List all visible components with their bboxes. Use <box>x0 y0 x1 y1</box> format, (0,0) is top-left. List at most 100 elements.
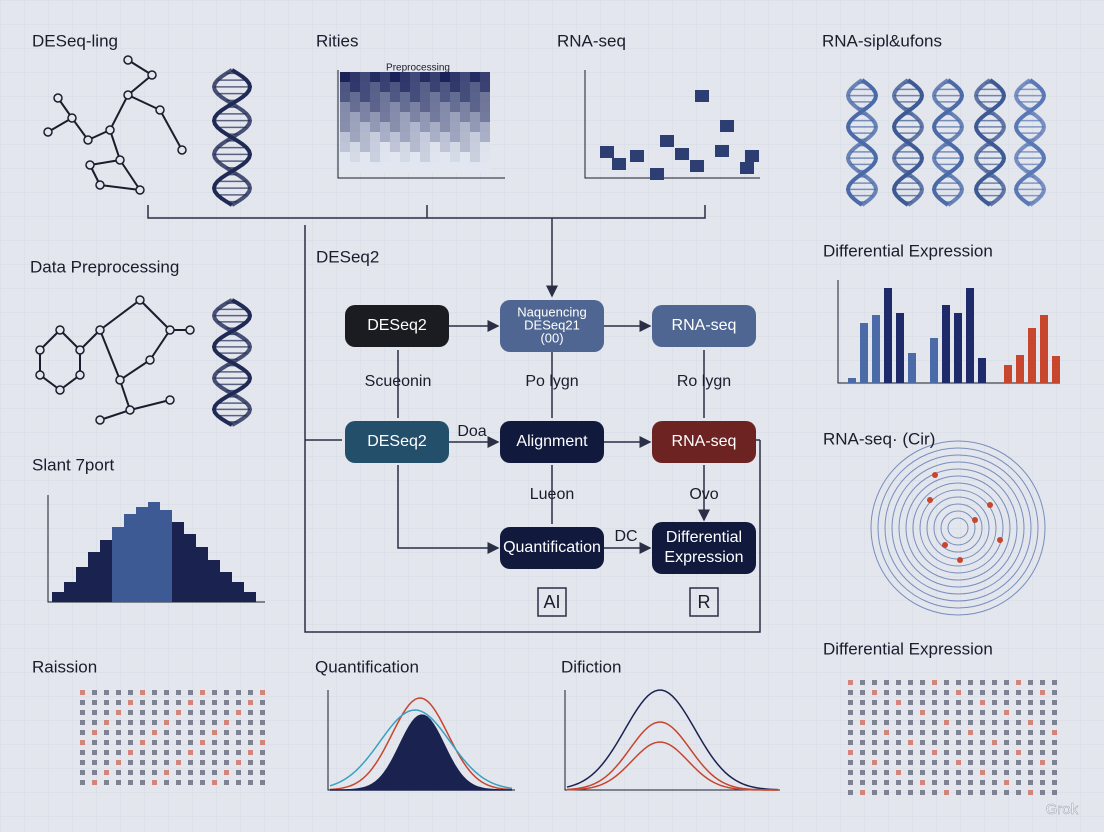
ring <box>891 461 1025 595</box>
glyph <box>1028 730 1033 735</box>
heatmap-cell <box>420 152 430 162</box>
bond <box>139 299 171 331</box>
glyph <box>92 690 97 695</box>
glyph <box>92 740 97 745</box>
glyph <box>884 710 889 715</box>
glyph <box>260 740 265 745</box>
glyph <box>236 710 241 715</box>
dot <box>932 472 938 478</box>
heatmap-cell <box>340 142 350 152</box>
helix-strand <box>973 78 1007 207</box>
glyph <box>1004 750 1009 755</box>
heatmap-cell <box>450 122 460 132</box>
atom <box>67 113 77 123</box>
atom <box>35 345 45 355</box>
node-label: DESeq21 <box>524 317 580 332</box>
heatmap-cell <box>350 72 360 82</box>
glyph <box>896 680 901 685</box>
axis <box>584 70 760 179</box>
glyph <box>152 690 157 695</box>
heatmap-cell <box>400 152 410 162</box>
glyph <box>1052 730 1057 735</box>
heatmap-cell <box>430 82 440 92</box>
node-label: Naquencing <box>517 304 586 319</box>
heatmap-cell <box>390 142 400 152</box>
glyph <box>236 750 241 755</box>
heatmap-cell <box>370 112 380 122</box>
glyph <box>104 700 109 705</box>
edge-label: Ro lygn <box>677 373 731 390</box>
edge-label: Doa <box>457 423 486 440</box>
deco-bar <box>88 552 100 602</box>
glyph <box>164 770 169 775</box>
heatmap-cell <box>460 132 470 142</box>
glyph <box>920 770 925 775</box>
heatmap-cell <box>480 162 490 172</box>
glyph <box>848 760 853 765</box>
glyph <box>176 780 181 785</box>
flow-node <box>652 522 756 574</box>
glyph <box>152 700 157 705</box>
glyph <box>956 680 961 685</box>
glyph <box>1040 760 1045 765</box>
heatmap-cell <box>470 92 480 102</box>
glyph <box>1028 710 1033 715</box>
heatmap-cell <box>460 142 470 152</box>
glyph <box>872 700 877 705</box>
heatmap-cell <box>440 72 450 82</box>
glyph <box>248 760 253 765</box>
glyph <box>200 750 205 755</box>
watermark: Grok <box>1046 801 1079 818</box>
heatmap-cell <box>410 72 420 82</box>
glyph <box>860 770 865 775</box>
glyph <box>980 680 985 685</box>
deco-bar <box>244 592 256 602</box>
glyph <box>944 700 949 705</box>
glyph <box>920 710 925 715</box>
deco-bar <box>1040 315 1048 383</box>
flow-node <box>500 527 604 569</box>
tool-label: R <box>698 592 711 612</box>
flow-node <box>652 421 756 463</box>
glyph <box>92 710 97 715</box>
glyph <box>908 750 913 755</box>
heatmap-cell <box>400 92 410 102</box>
glyph <box>848 740 853 745</box>
heatmap-cell <box>430 112 440 122</box>
glyph <box>848 680 853 685</box>
glyph <box>104 780 109 785</box>
panel-title: RNA-seq <box>557 31 626 50</box>
heatmap-cell <box>430 132 440 142</box>
heatmap-cell <box>450 102 460 112</box>
glyph <box>80 740 85 745</box>
glyph <box>140 760 145 765</box>
heatmap-cell <box>370 132 380 142</box>
glyph <box>944 750 949 755</box>
ring <box>877 447 1039 609</box>
heatmap-cell <box>480 132 490 142</box>
glyph <box>128 780 133 785</box>
glyph <box>956 690 961 695</box>
glyph <box>968 690 973 695</box>
glyph <box>128 730 133 735</box>
glyph <box>896 690 901 695</box>
atom <box>115 375 125 385</box>
atom <box>75 345 85 355</box>
atom <box>43 127 53 137</box>
heatmap-cell <box>340 102 350 112</box>
heatmap-cell <box>450 162 460 172</box>
glyph <box>104 720 109 725</box>
glyph <box>908 680 913 685</box>
glyph <box>860 790 865 795</box>
panel-title: Differential Expression <box>823 241 993 260</box>
atom <box>95 325 105 335</box>
heatmap-cell <box>450 82 460 92</box>
glyph <box>932 740 937 745</box>
glyph <box>860 730 865 735</box>
deco-bar <box>848 378 856 383</box>
panel-title: Data Preprocessing <box>30 257 179 276</box>
heatmap-cell <box>350 132 360 142</box>
glyph <box>116 710 121 715</box>
glyph <box>896 700 901 705</box>
